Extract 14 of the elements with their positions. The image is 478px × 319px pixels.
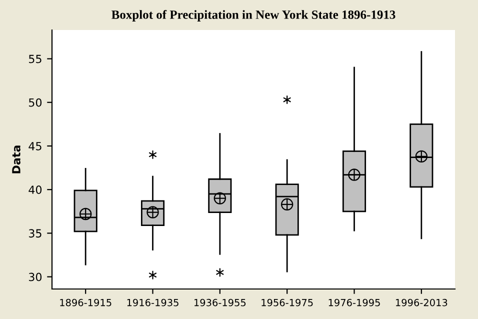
y-tick-label: 45: [28, 142, 42, 150]
x-tick-label: 1996-2013: [396, 298, 448, 306]
x-tick-label: 1956-1975: [262, 298, 313, 306]
x-tick-label: 1916-1935: [127, 298, 178, 306]
y-tick-label: 55: [28, 54, 42, 64]
y-tick-label: 30: [28, 272, 42, 282]
x-tick-label: 1896-1915: [60, 298, 112, 306]
chart-title: Boxplot of Precipitation in New York State 1896-1913: [112, 10, 396, 22]
y-tick-label: 50: [28, 98, 42, 107]
y-axis-title: Data: [12, 146, 20, 174]
y-tick-label: 35: [28, 229, 42, 238]
x-tick-label: 1936-1955: [194, 298, 246, 306]
x-tick-label: 1976-1995: [328, 298, 380, 306]
y-tick-label: 40: [28, 186, 42, 194]
